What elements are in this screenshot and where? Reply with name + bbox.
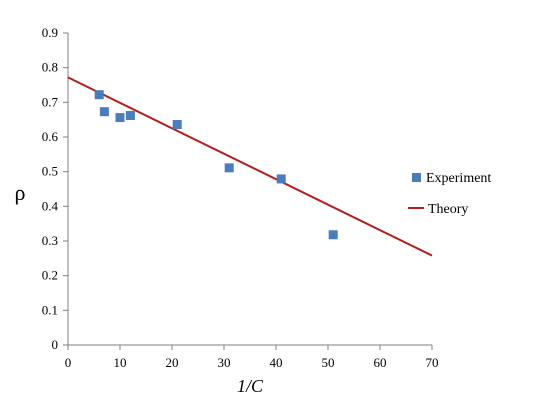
y-tick-label: 0 [52,337,59,352]
y-axis-ticks: 0 0.1 0.2 0.3 0.4 0.5 0.6 0.7 0.8 0.9 [42,25,68,352]
y-tick-label: 0.7 [42,94,59,109]
axes [67,33,432,346]
y-tick-label: 0.9 [42,25,58,40]
x-tick-label: 40 [270,355,283,370]
y-tick-label: 0.1 [42,302,58,317]
y-tick-label: 0.6 [42,129,59,144]
experiment-point [328,230,338,240]
experiment-point [224,163,234,173]
experiment-point [172,120,182,130]
x-tick-label: 10 [114,355,127,370]
experiment-point [125,111,135,121]
experiment-point [99,107,109,117]
y-tick-label: 0.5 [42,164,58,179]
experiment-point [115,113,125,123]
x-tick-label: 50 [322,355,335,370]
y-tick-label: 0.3 [42,233,58,248]
y-tick-label: 0.2 [42,268,58,283]
experiment-point [94,90,104,100]
theory-line [67,76,433,257]
x-tick-label: 70 [426,355,439,370]
experiment-series [94,90,338,240]
y-tick-label: 0.8 [42,60,58,75]
legend: Experiment Theory [408,171,491,217]
theory-series [67,76,433,257]
legend-label-theory: Theory [428,202,468,217]
y-tick-label: 0.4 [42,198,59,213]
x-tick-label: 60 [374,355,387,370]
x-tick-label: 0 [65,355,72,370]
experiment-point [276,174,286,184]
x-axis-title: 1/C [237,376,264,396]
x-tick-label: 20 [166,355,179,370]
x-tick-label: 30 [218,355,231,370]
x-axis-ticks: 0 10 20 30 40 50 60 70 [65,345,439,370]
legend-label-experiment: Experiment [426,171,491,186]
y-axis-title: ρ [15,180,26,205]
legend-marker-experiment [412,173,421,182]
